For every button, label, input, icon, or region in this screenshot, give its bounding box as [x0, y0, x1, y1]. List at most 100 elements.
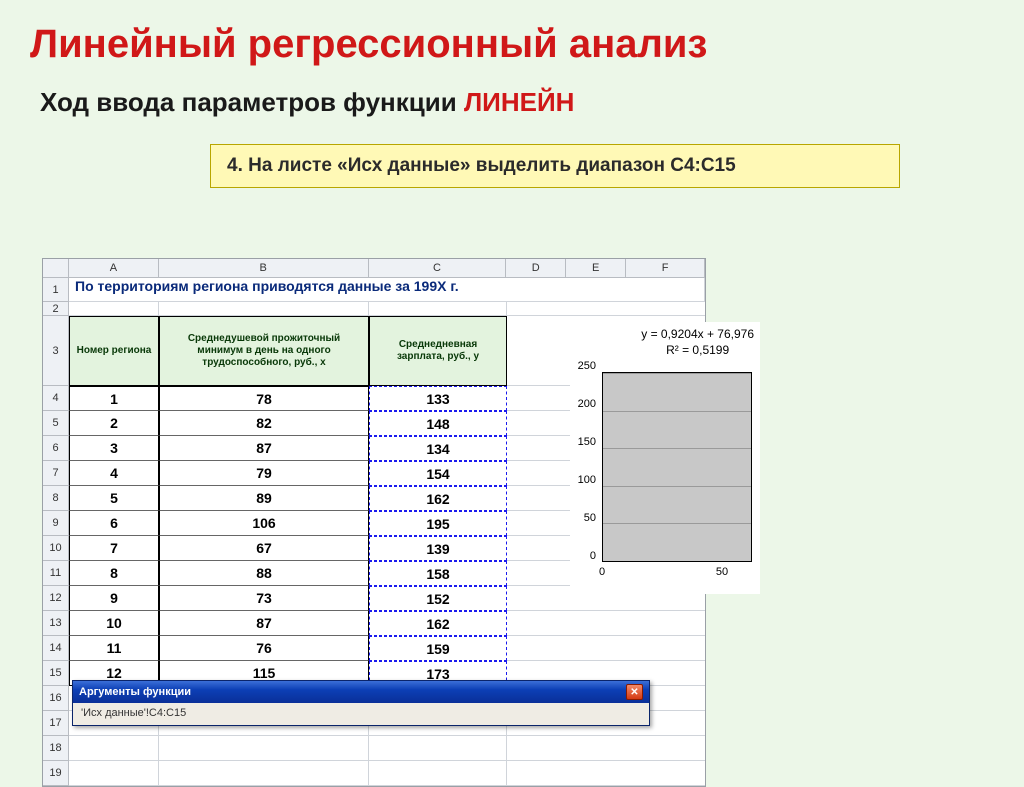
rownum-1[interactable]: 1 — [43, 278, 69, 302]
ytick: 50 — [584, 512, 596, 524]
sheet-title-cell[interactable]: По территориям региона приводятся данные… — [69, 278, 705, 302]
table-row: 131087162 — [43, 611, 705, 636]
rownum[interactable]: 18 — [43, 736, 69, 761]
rownum[interactable]: 12 — [43, 586, 69, 611]
rownum-2[interactable]: 2 — [43, 302, 69, 316]
cell-y-selected[interactable]: 159 — [369, 636, 507, 661]
xtick: 50 — [716, 566, 728, 578]
cell-y-selected[interactable]: 152 — [369, 586, 507, 611]
header-region-number[interactable]: Номер региона — [69, 316, 159, 386]
rownum[interactable]: 5 — [43, 411, 69, 436]
cell[interactable] — [369, 302, 507, 316]
chart-equation-block: y = 0,9204x + 76,976 R² = 0,5199 — [641, 326, 754, 358]
rownum[interactable]: 17 — [43, 711, 69, 736]
cell[interactable] — [159, 761, 369, 786]
cell[interactable] — [507, 761, 705, 786]
rownum[interactable]: 14 — [43, 636, 69, 661]
cell-y-selected[interactable]: 162 — [369, 611, 507, 636]
rownum[interactable]: 6 — [43, 436, 69, 461]
rownum[interactable]: 15 — [43, 661, 69, 686]
cell-region[interactable]: 10 — [69, 611, 159, 636]
column-headers-row: A B C D E F — [43, 259, 705, 278]
rownum[interactable]: 7 — [43, 461, 69, 486]
rownum[interactable]: 8 — [43, 486, 69, 511]
cell-y-selected[interactable]: 148 — [369, 411, 507, 436]
rownum[interactable]: 16 — [43, 686, 69, 711]
cell-y-selected[interactable]: 154 — [369, 461, 507, 486]
cell-x[interactable]: 73 — [159, 586, 369, 611]
ytick: 150 — [578, 436, 596, 448]
cell-region[interactable]: 9 — [69, 586, 159, 611]
function-arguments-dialog[interactable]: Аргументы функции ✕ 'Исх данные'!C4:C15 — [72, 680, 650, 726]
cell-x[interactable]: 82 — [159, 411, 369, 436]
table-row: 19 — [43, 761, 705, 786]
rownum[interactable]: 19 — [43, 761, 69, 786]
close-icon: ✕ — [630, 687, 638, 698]
cell-x[interactable]: 87 — [159, 436, 369, 461]
dialog-range-text: 'Исх данные'!C4:C15 — [73, 703, 649, 723]
cell[interactable] — [507, 302, 705, 316]
cell[interactable] — [369, 736, 507, 761]
cell-region[interactable]: 6 — [69, 511, 159, 536]
cell-region[interactable]: 8 — [69, 561, 159, 586]
cell-y-selected[interactable]: 162 — [369, 486, 507, 511]
col-header-e[interactable]: E — [566, 259, 626, 277]
cell-x[interactable]: 89 — [159, 486, 369, 511]
table-row: 18 — [43, 736, 705, 761]
cell-y-selected[interactable]: 139 — [369, 536, 507, 561]
cell[interactable] — [69, 302, 159, 316]
col-header-f[interactable]: F — [626, 259, 705, 277]
cell-y-selected[interactable]: 134 — [369, 436, 507, 461]
cell-region[interactable]: 5 — [69, 486, 159, 511]
cell-region[interactable]: 11 — [69, 636, 159, 661]
cell[interactable] — [369, 761, 507, 786]
xtick: 0 — [599, 566, 605, 578]
cell[interactable] — [507, 611, 705, 636]
row-2: 2 — [43, 302, 705, 316]
chart-y-axis: 0 50 100 150 200 250 — [570, 366, 598, 566]
cell[interactable] — [159, 302, 369, 316]
rownum-3[interactable]: 3 — [43, 316, 69, 386]
cell-region[interactable]: 2 — [69, 411, 159, 436]
cell-region[interactable]: 1 — [69, 386, 159, 411]
cell-region[interactable]: 3 — [69, 436, 159, 461]
cell-y-selected[interactable]: 158 — [369, 561, 507, 586]
cell[interactable] — [159, 736, 369, 761]
header-minimum[interactable]: Среднедушевой прожиточный минимум в день… — [159, 316, 369, 386]
cell[interactable] — [507, 636, 705, 661]
cell-x[interactable]: 87 — [159, 611, 369, 636]
cell-x[interactable]: 76 — [159, 636, 369, 661]
rownum[interactable]: 4 — [43, 386, 69, 411]
col-header-d[interactable]: D — [506, 259, 566, 277]
cell-y-selected[interactable]: 195 — [369, 511, 507, 536]
cell-x[interactable]: 78 — [159, 386, 369, 411]
cell-x[interactable]: 88 — [159, 561, 369, 586]
ytick: 250 — [578, 360, 596, 372]
slide-title: Линейный регрессионный анализ — [0, 0, 1024, 67]
col-header-a[interactable]: A — [69, 259, 159, 277]
cell-x[interactable]: 79 — [159, 461, 369, 486]
subtitle-pre: Ход ввода параметров функции — [40, 87, 464, 117]
subtitle-function-name: ЛИНЕЙН — [464, 87, 575, 117]
cell[interactable] — [507, 736, 705, 761]
select-all-corner[interactable] — [43, 259, 69, 277]
rownum[interactable]: 10 — [43, 536, 69, 561]
cell-x[interactable]: 106 — [159, 511, 369, 536]
col-header-b[interactable]: B — [159, 259, 369, 277]
cell-x[interactable]: 67 — [159, 536, 369, 561]
ytick: 100 — [578, 474, 596, 486]
cell[interactable] — [69, 761, 159, 786]
cell[interactable] — [69, 736, 159, 761]
rownum[interactable]: 9 — [43, 511, 69, 536]
col-header-c[interactable]: C — [369, 259, 507, 277]
rownum[interactable]: 11 — [43, 561, 69, 586]
rownum[interactable]: 13 — [43, 611, 69, 636]
cell-region[interactable]: 7 — [69, 536, 159, 561]
header-salary[interactable]: Среднедневная зарплата, руб., y — [369, 316, 507, 386]
step-instruction-box: 4. На листе «Исх данные» выделить диапаз… — [210, 144, 900, 188]
cell-region[interactable]: 4 — [69, 461, 159, 486]
cell-y-selected[interactable]: 133 — [369, 386, 507, 411]
table-row: 141176159 — [43, 636, 705, 661]
dialog-titlebar[interactable]: Аргументы функции ✕ — [73, 681, 649, 703]
dialog-close-button[interactable]: ✕ — [626, 684, 643, 700]
